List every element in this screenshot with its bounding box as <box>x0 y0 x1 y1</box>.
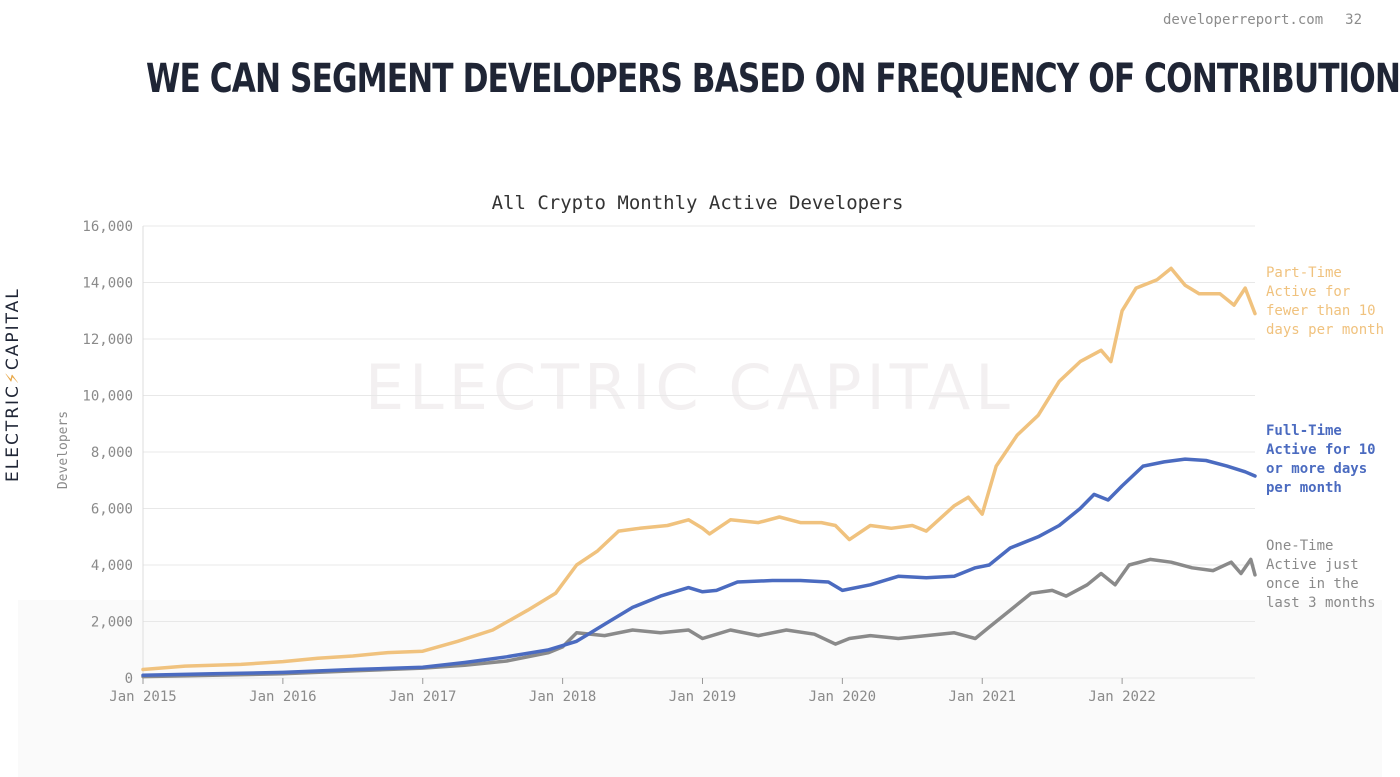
y-tick-label: 10,000 <box>82 389 133 405</box>
y-axis-label: Developers <box>56 411 71 489</box>
slide-title: WE CAN SEGMENT DEVELOPERS BASED ON FREQU… <box>146 56 1400 102</box>
x-tick-label: Jan 2021 <box>949 689 1016 705</box>
legend-full-time: Full-Time Active for 10 or more days per… <box>1266 422 1376 498</box>
legend-line: Active for 10 <box>1266 442 1376 458</box>
series-line-part-time <box>141 266 1257 672</box>
grid-lines <box>142 225 1255 679</box>
series-line-full-time <box>141 457 1257 677</box>
x-tick-label: Jan 2022 <box>1088 689 1155 705</box>
y-tick-label: 12,000 <box>82 332 133 348</box>
legend-line: Active for <box>1266 284 1351 300</box>
y-tick-label: 16,000 <box>82 219 133 235</box>
y-tick-label: 14,000 <box>82 276 133 292</box>
legend-line: last 3 months <box>1266 595 1376 611</box>
legend-line: once in the <box>1266 576 1359 592</box>
legend-one-time: One-Time Active just once in the last 3 … <box>1266 537 1376 613</box>
x-tick-label: Jan 2015 <box>109 689 176 705</box>
legend-line: Full-Time <box>1266 423 1342 439</box>
y-tick-label: 8,000 <box>91 445 133 461</box>
x-tick-label: Jan 2016 <box>249 689 316 705</box>
y-tick-label: 0 <box>125 671 133 687</box>
x-tick-label: Jan 2020 <box>809 689 876 705</box>
page-header: developerreport.com 32 <box>1163 12 1362 28</box>
series-lines <box>141 266 1257 679</box>
legend-line: Part-Time <box>1266 265 1342 281</box>
y-tick-label: 6,000 <box>91 502 133 518</box>
legend-line: per month <box>1266 480 1342 496</box>
watermark: ELECTRIC CAPITAL <box>365 351 1015 424</box>
legend-line: days per month <box>1266 322 1385 338</box>
x-axis-ticks: Jan 2015 Jan 2016 Jan 2017 Jan 2018 Jan 2019… <box>109 678 1156 705</box>
footer-band <box>18 600 1382 777</box>
x-tick-label: Jan 2019 <box>669 689 736 705</box>
legend-part-time: Part-Time Active for fewer than 10 days … <box>1266 264 1384 340</box>
legend-line: or more days <box>1266 461 1368 477</box>
legend-line: fewer than 10 <box>1266 303 1376 319</box>
x-tick-label: Jan 2017 <box>389 689 456 705</box>
page-number: 32 <box>1345 12 1362 28</box>
legend-line: One-Time <box>1266 538 1334 554</box>
y-axis-ticks: 0 2,000 4,000 6,000 8,000 10,000 12,000 14,000 1… <box>82 219 133 687</box>
y-tick-label: 2,000 <box>91 615 133 631</box>
site-url: developerreport.com <box>1162 12 1324 28</box>
y-tick-label: 4,000 <box>91 558 133 574</box>
series-line-one-time <box>141 557 1257 679</box>
legend-line: Active just <box>1266 557 1359 573</box>
chart-title: All Crypto Monthly Active Developers <box>491 192 904 214</box>
x-tick-label: Jan 2018 <box>529 689 596 705</box>
